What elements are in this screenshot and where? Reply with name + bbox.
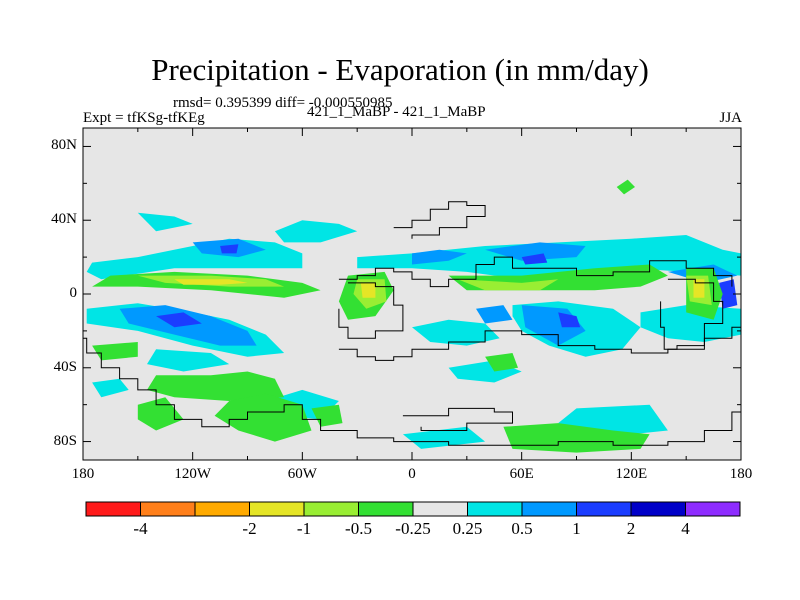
season-label: JJA xyxy=(719,110,742,126)
colorbar-label: 4 xyxy=(681,519,690,538)
x-tick-label: 120E xyxy=(615,466,648,482)
colorbar-label: -1 xyxy=(296,519,312,538)
field-region-37 xyxy=(616,179,635,195)
colorbar-swatch-2 xyxy=(194,501,250,517)
field-region-12 xyxy=(402,426,486,449)
y-tick-label: 40N xyxy=(51,211,77,228)
field-region-36 xyxy=(485,353,518,372)
colorbar-label: 2 xyxy=(626,519,636,538)
colorbar-label: 0.5 xyxy=(511,519,533,538)
colorbar-label: -4 xyxy=(133,519,148,538)
y-tick-label: 40S xyxy=(53,358,77,375)
land-outline-0 xyxy=(83,337,741,446)
x-tick-label: 180 xyxy=(729,466,753,482)
field-region-40 xyxy=(457,279,559,291)
x-tick-label: 0 xyxy=(408,466,416,482)
field-region-35 xyxy=(92,342,138,361)
x-tick-label: 60E xyxy=(509,466,534,482)
field-region-21 xyxy=(719,279,738,309)
field-region-43 xyxy=(360,282,376,298)
colorbar-swatch-3 xyxy=(249,501,305,517)
colorbar-swatch-10 xyxy=(630,501,686,517)
colorbar-label: 0.25 xyxy=(452,519,483,538)
stats-line: rmsd= 0.395399 diff= -0.000550985 xyxy=(173,95,393,111)
colorbar-swatch-9 xyxy=(576,501,632,517)
colorbar-label: 1 xyxy=(572,519,581,538)
land-outline-2 xyxy=(338,256,733,288)
plot-title: Precipitation - Evaporation (in mm/day) xyxy=(151,52,649,87)
colorbar-swatch-5 xyxy=(358,501,414,517)
colorbar-label: -0.5 xyxy=(345,519,372,538)
field-region-24 xyxy=(220,244,239,254)
colorbar-label: -0.25 xyxy=(395,519,431,538)
x-tick-label: 60W xyxy=(287,466,317,482)
field-region-23 xyxy=(521,253,548,265)
land-outline-3 xyxy=(338,282,404,339)
field-region-44 xyxy=(693,279,705,298)
y-tick-label: 0 xyxy=(69,285,78,301)
field-region-25 xyxy=(558,312,581,328)
field-region-6 xyxy=(412,319,500,346)
field-region-11 xyxy=(92,378,129,398)
x-tick-label: 120W xyxy=(174,466,211,482)
field-region-33 xyxy=(311,404,343,427)
colorbar-swatch-4 xyxy=(303,501,359,517)
land-outline-6 xyxy=(402,407,513,431)
x-tick-label: 180 xyxy=(71,466,95,482)
colorbar-swatch-7 xyxy=(467,501,523,517)
field-region-5 xyxy=(640,305,741,342)
colorbar-swatch-1 xyxy=(140,501,196,517)
map-field-group xyxy=(83,179,741,453)
field-region-22 xyxy=(156,312,202,328)
field-region-13 xyxy=(137,212,193,232)
field-region-7 xyxy=(147,349,230,372)
colorbar-swatch-6 xyxy=(412,501,468,517)
field-region-16 xyxy=(485,242,586,261)
field-region-31 xyxy=(137,397,184,431)
colorbar-swatch-8 xyxy=(521,501,577,517)
field-region-1 xyxy=(274,220,358,243)
field-region-20 xyxy=(476,305,513,324)
field-region-32 xyxy=(214,393,312,442)
field-region-42 xyxy=(174,279,248,285)
colorbar-swatch-0 xyxy=(85,501,141,517)
colorbar-swatch-11 xyxy=(685,501,741,517)
case-label: 421_1_MaBP - 421_1_MaBP xyxy=(307,104,486,120)
land-outline-4 xyxy=(660,278,724,350)
land-outline-5 xyxy=(393,201,486,239)
y-tick-label: 80N xyxy=(51,137,77,154)
field-region-14 xyxy=(119,305,257,346)
field-region-30 xyxy=(147,371,285,401)
colorbar-label: -2 xyxy=(242,519,257,538)
y-tick-label: 80S xyxy=(53,432,77,449)
field-region-19 xyxy=(412,249,467,265)
experiment-label: Expt = tfKSg-tfKEg xyxy=(83,110,205,126)
